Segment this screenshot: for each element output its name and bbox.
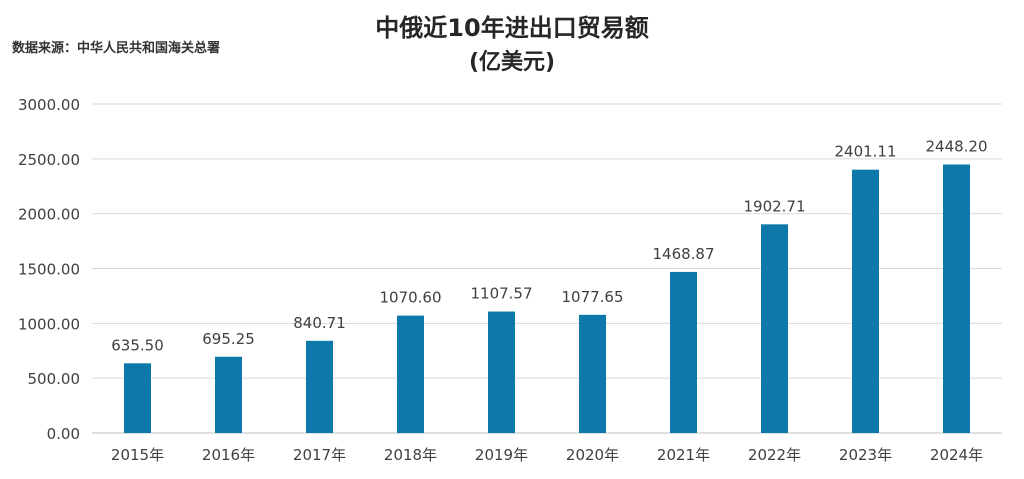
x-tick-label: 2022年 [748,446,801,464]
bar [124,363,151,433]
chart-subtitle: (亿美元) [468,50,556,75]
bar [761,224,788,433]
source-note: 数据来源：中华人民共和国海关总署 [12,41,221,56]
data-label: 1077.65 [561,288,623,306]
bar [306,340,333,433]
bar [852,169,879,433]
x-tick-label: 2015年 [111,446,164,464]
grid-lines [92,103,1002,434]
data-label: 1070.60 [379,289,441,307]
data-labels: 635.50 695.25 840.71 1070.60 1107.57 1077.65 1… [111,138,987,355]
bars [124,164,970,433]
bar [397,315,424,433]
x-tick-label: 2023年 [839,446,892,464]
y-tick-label: 0.00 [47,425,80,443]
bar [670,271,697,433]
data-label: 635.50 [111,336,164,354]
data-label: 2401.11 [834,143,896,161]
chart-title: 中俄近10年进出口贸易额 [375,14,649,42]
y-axis-ticks: 0.00 500.00 1000.00 1500.00 2000.00 2500.00 30… [18,96,80,443]
x-tick-label: 2019年 [475,446,528,464]
y-tick-label: 2500.00 [18,151,80,169]
data-label: 1107.57 [470,285,532,303]
bar [215,356,242,433]
bar [488,311,515,433]
data-label: 695.25 [202,330,255,348]
y-tick-label: 500.00 [28,370,81,388]
x-tick-label: 2020年 [566,446,619,464]
bar [579,314,606,433]
data-label: 2448.20 [925,138,987,156]
y-tick-label: 3000.00 [18,96,80,114]
x-tick-label: 2021年 [657,446,710,464]
bar [943,164,970,433]
data-label: 840.71 [293,314,346,332]
x-axis-ticks: 2015年 2016年 2017年 2018年 2019年 2020年 2021年 2022年… [111,446,983,464]
y-tick-label: 1500.00 [18,261,80,279]
x-tick-label: 2017年 [293,446,346,464]
data-label: 1902.71 [743,197,805,215]
x-tick-label: 2018年 [384,446,437,464]
y-tick-label: 1000.00 [18,315,80,333]
y-tick-label: 2000.00 [18,206,80,224]
x-tick-label: 2016年 [202,446,255,464]
data-label: 1468.87 [652,245,714,263]
x-tick-label: 2024年 [930,446,983,464]
